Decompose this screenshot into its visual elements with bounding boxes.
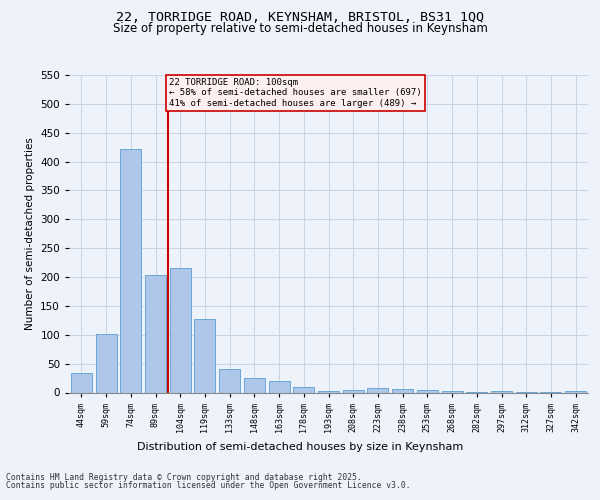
Bar xyxy=(417,390,438,392)
Text: Size of property relative to semi-detached houses in Keynsham: Size of property relative to semi-detach… xyxy=(113,22,487,35)
Bar xyxy=(367,388,388,392)
Bar xyxy=(95,334,116,392)
Bar xyxy=(565,391,586,392)
Text: 22 TORRIDGE ROAD: 100sqm
← 58% of semi-detached houses are smaller (697)
41% of : 22 TORRIDGE ROAD: 100sqm ← 58% of semi-d… xyxy=(169,78,422,108)
Text: 22, TORRIDGE ROAD, KEYNSHAM, BRISTOL, BS31 1QQ: 22, TORRIDGE ROAD, KEYNSHAM, BRISTOL, BS… xyxy=(116,11,484,24)
Bar xyxy=(145,274,166,392)
Text: Distribution of semi-detached houses by size in Keynsham: Distribution of semi-detached houses by … xyxy=(137,442,463,452)
Bar xyxy=(71,373,92,392)
Text: Contains HM Land Registry data © Crown copyright and database right 2025.: Contains HM Land Registry data © Crown c… xyxy=(6,472,362,482)
Bar xyxy=(442,391,463,392)
Bar xyxy=(392,389,413,392)
Bar xyxy=(170,268,191,392)
Y-axis label: Number of semi-detached properties: Number of semi-detached properties xyxy=(25,138,35,330)
Bar xyxy=(120,149,141,392)
Bar xyxy=(244,378,265,392)
Bar xyxy=(219,370,240,392)
Bar xyxy=(269,381,290,392)
Bar xyxy=(343,390,364,392)
Bar xyxy=(293,388,314,392)
Text: Contains public sector information licensed under the Open Government Licence v3: Contains public sector information licen… xyxy=(6,481,410,490)
Bar xyxy=(491,391,512,392)
Bar xyxy=(194,319,215,392)
